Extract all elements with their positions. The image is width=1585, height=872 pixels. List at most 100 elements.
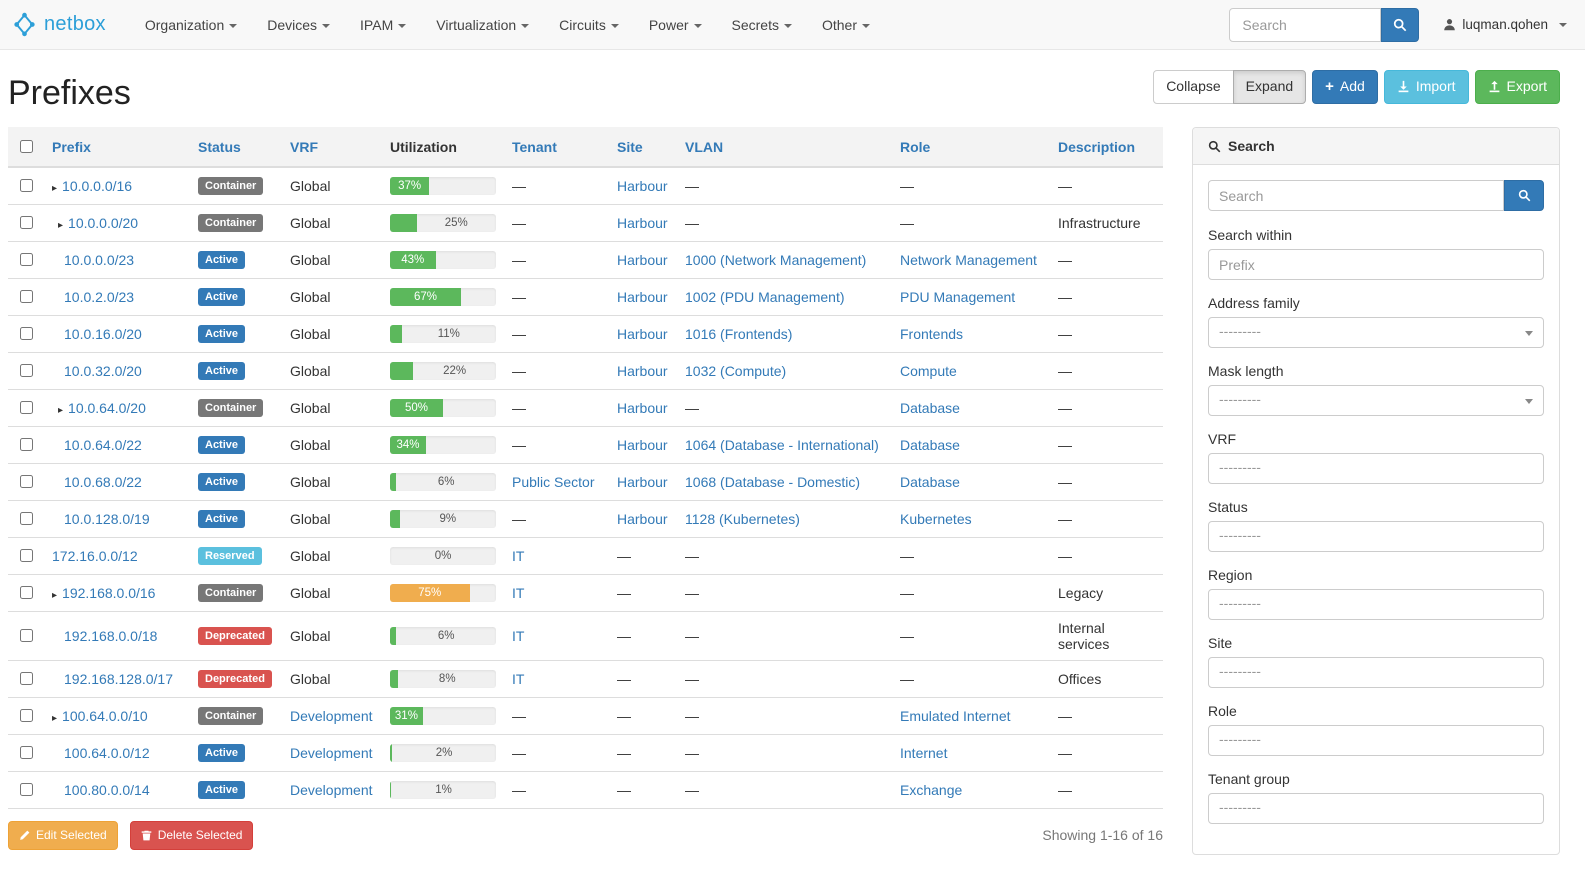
nav-menu-circuits[interactable]: Circuits [544,1,634,49]
row-select-checkbox[interactable] [20,179,33,193]
tenant-link[interactable]: IT [512,547,525,564]
expand-toggle-icon[interactable]: ▸ [52,182,58,194]
prefix-link[interactable]: 192.168.128.0/17 [64,670,173,687]
prefix-link[interactable]: 10.0.16.0/20 [64,325,142,342]
role-link[interactable]: Database [900,473,960,490]
filter-multiselect-status[interactable]: --------- [1208,521,1544,552]
row-select-checkbox[interactable] [20,290,33,303]
site-link[interactable]: Harbour [617,436,668,453]
global-search-input[interactable] [1229,7,1382,42]
row-select-checkbox[interactable] [20,783,33,796]
prefix-link[interactable]: 192.168.0.0/16 [62,584,156,601]
select-all-checkbox[interactable] [20,140,33,153]
expand-toggle-icon[interactable]: ▸ [58,219,64,231]
column-header-vrf[interactable]: VRF [282,127,382,168]
prefix-link[interactable]: 172.16.0.0/12 [52,547,138,564]
row-select-checkbox[interactable] [20,216,33,229]
row-select-checkbox[interactable] [20,746,33,759]
row-select-checkbox[interactable] [20,709,33,722]
row-select-checkbox[interactable] [20,586,33,599]
nav-menu-secrets[interactable]: Secrets [717,1,807,49]
row-select-checkbox[interactable] [20,364,33,377]
role-link[interactable]: Internet [900,744,948,761]
nav-menu-ipam[interactable]: IPAM [345,1,421,49]
filter-multiselect-site[interactable]: --------- [1208,657,1544,688]
vlan-link[interactable]: 1068 (Database - Domestic) [685,473,861,490]
tenant-link[interactable]: IT [512,627,525,644]
export-button[interactable]: Export [1474,70,1560,104]
filter-search-input[interactable] [1208,180,1504,211]
prefix-link[interactable]: 10.0.2.0/23 [64,288,135,305]
vlan-link[interactable]: 1128 (Kubernetes) [685,510,800,527]
edit-selected-button[interactable]: Edit Selected [8,820,118,850]
nav-menu-other[interactable]: Other [807,1,885,49]
row-select-checkbox[interactable] [20,327,33,340]
vlan-link[interactable]: 1032 (Compute) [685,362,787,379]
row-select-checkbox[interactable] [20,512,33,525]
brand-link[interactable]: netbox [12,12,106,37]
row-select-checkbox[interactable] [20,672,33,685]
role-link[interactable]: Kubernetes [900,510,972,527]
column-header-tenant[interactable]: Tenant [504,127,609,168]
site-link[interactable]: Harbour [617,288,668,305]
site-link[interactable]: Harbour [617,214,668,231]
role-link[interactable]: Frontends [900,325,964,342]
filter-multiselect-role[interactable]: --------- [1208,725,1544,756]
role-link[interactable]: Compute [900,362,957,379]
column-header-role[interactable]: Role [892,127,1050,168]
filter-multiselect-vrf[interactable]: --------- [1208,453,1544,484]
filter-multiselect-region[interactable]: --------- [1208,589,1544,620]
row-select-checkbox[interactable] [20,475,33,488]
tenant-link[interactable]: IT [512,670,525,687]
row-select-checkbox[interactable] [20,401,33,414]
collapse-button[interactable]: Collapse [1153,70,1234,104]
delete-selected-button[interactable]: Delete Selected [129,820,254,850]
prefix-link[interactable]: 100.80.0.0/14 [64,781,150,798]
vlan-link[interactable]: 1002 (PDU Management) [685,288,845,305]
filter-select-address-family[interactable]: --------- [1208,317,1544,348]
nav-menu-devices[interactable]: Devices [252,1,345,49]
expand-button[interactable]: Expand [1232,70,1307,104]
row-select-checkbox[interactable] [20,253,33,266]
site-link[interactable]: Harbour [617,510,668,527]
nav-menu-virtualization[interactable]: Virtualization [421,1,544,49]
prefix-link[interactable]: 10.0.32.0/20 [64,362,142,379]
column-header-description[interactable]: Description [1050,127,1163,168]
site-link[interactable]: Harbour [617,177,668,194]
global-search-button[interactable] [1381,7,1420,42]
column-header-prefix[interactable]: Prefix [44,127,190,168]
site-link[interactable]: Harbour [617,473,668,490]
nav-menu-organization[interactable]: Organization [130,1,252,49]
expand-toggle-icon[interactable]: ▸ [58,404,64,416]
tenant-link[interactable]: IT [512,584,525,601]
nav-menu-power[interactable]: Power [634,1,717,49]
row-select-checkbox[interactable] [20,438,33,451]
prefix-link[interactable]: 10.0.128.0/19 [64,510,150,527]
tenant-link[interactable]: Public Sector [512,473,595,490]
site-link[interactable]: Harbour [617,399,668,416]
column-header-status[interactable]: Status [190,127,282,168]
filter-select-mask-length[interactable]: --------- [1208,385,1544,416]
expand-toggle-icon[interactable]: ▸ [52,589,58,601]
prefix-link[interactable]: 100.64.0.0/10 [62,707,148,724]
user-menu[interactable]: luqman.qohen [1443,17,1567,32]
role-link[interactable]: Network Management [900,251,1037,268]
prefix-link[interactable]: 10.0.0.0/16 [62,177,133,194]
prefix-link[interactable]: 10.0.68.0/22 [64,473,142,490]
prefix-link[interactable]: 10.0.64.0/22 [64,436,142,453]
site-link[interactable]: Harbour [617,362,668,379]
row-select-checkbox[interactable] [20,629,33,642]
vrf-link[interactable]: Development [290,744,373,761]
vlan-link[interactable]: 1064 (Database - International) [685,436,879,453]
add-button[interactable]: + Add [1312,70,1378,104]
role-link[interactable]: Emulated Internet [900,707,1011,724]
prefix-link[interactable]: 100.64.0.0/12 [64,744,150,761]
site-link[interactable]: Harbour [617,325,668,342]
vrf-link[interactable]: Development [290,781,373,798]
prefix-link[interactable]: 10.0.0.0/23 [64,251,135,268]
role-link[interactable]: Exchange [900,781,963,798]
filter-input-search-within[interactable] [1208,249,1544,280]
vrf-link[interactable]: Development [290,707,373,724]
role-link[interactable]: PDU Management [900,288,1016,305]
filter-multiselect-tenant-group[interactable]: --------- [1208,793,1544,824]
